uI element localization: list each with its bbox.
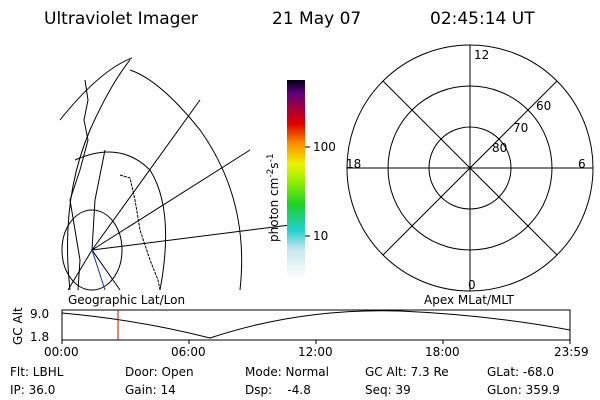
title: Ultraviolet Imager [44, 9, 198, 29]
status: IP: 36.0 [10, 383, 55, 397]
timeline-xtick: 18:00 [425, 345, 460, 359]
timeline-xtick: 12:00 [298, 345, 333, 359]
timeline [61, 309, 571, 344]
timeline-ytick: 1.8 [30, 330, 49, 344]
colorbar [287, 80, 305, 280]
timeline-ytick: 9.0 [30, 307, 49, 321]
colorbar-tick: 10 [313, 229, 328, 243]
date: 21 May 07 [272, 9, 361, 29]
colorbar-tick: 100 [313, 140, 336, 154]
unit: photon cm [267, 178, 281, 242]
status: Dsp: -4.8 [245, 383, 311, 397]
timeline-ylabel: GC Alt [11, 307, 25, 345]
unit-exp: -1 [266, 153, 276, 162]
status: GLon: 359.9 [487, 383, 560, 397]
status: GC Alt: 7.3 Re [365, 365, 449, 379]
geo-label: Geographic Lat/Lon [68, 293, 185, 307]
mlt-label: 12 [474, 48, 489, 62]
timeline-xtick: 23:59 [554, 345, 589, 359]
mlt-label: 18 [346, 157, 361, 171]
time: 02:45:14 UT [430, 9, 535, 29]
mlt-label: 6 [578, 157, 586, 171]
timeline-xtick: 06:00 [171, 345, 206, 359]
mlat-label: 60 [536, 99, 551, 113]
mlat-label: 80 [492, 141, 507, 155]
status: Gain: 14 [125, 383, 176, 397]
polar-grid [346, 44, 594, 292]
colorbar-ticks [305, 146, 310, 237]
colorbar-unit: photon cm-2s-1 [266, 153, 281, 242]
status: GLat: -68.0 [487, 365, 554, 379]
mlat-label: 70 [513, 121, 528, 135]
mlt-label: 0 [468, 278, 476, 292]
geo-map [59, 57, 291, 291]
polar-label: Apex MLat/MLT [424, 293, 514, 307]
status: Flt: LBHL [10, 365, 64, 379]
unit: s [267, 162, 281, 168]
status: Door: Open [125, 365, 194, 379]
unit-exp: -2 [266, 169, 276, 178]
status: Seq: 39 [365, 383, 411, 397]
status: Mode: Normal [245, 365, 329, 379]
timeline-xtick: 00:00 [44, 345, 79, 359]
